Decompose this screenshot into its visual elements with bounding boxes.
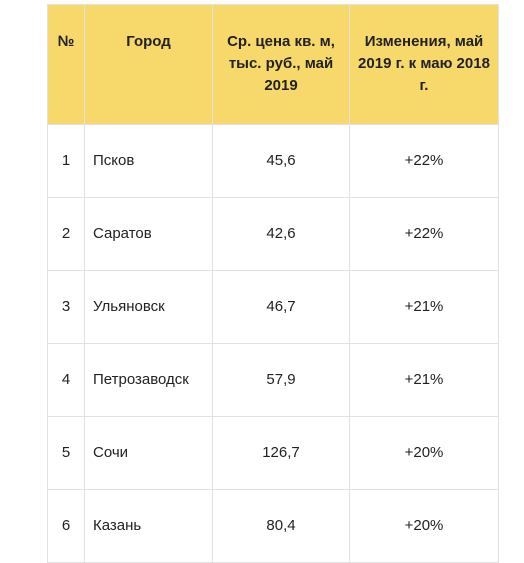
row-change: +22% [349,124,499,198]
price-table-container: № Город Ср. цена кв. м, тыс. руб., май 2… [47,4,499,563]
row-number: 2 [47,197,85,271]
table-row: 5 Сочи 126,7 +20% [47,416,499,490]
row-city: Петрозаводск [84,343,213,417]
header-price: Ср. цена кв. м, тыс. руб., май 2019 [212,4,350,125]
table-body: 1 Псков 45,6 +22% 2 Саратов 42,6 +22% 3 … [47,124,499,563]
row-city: Казань [84,489,213,563]
row-price: 126,7 [212,416,350,490]
price-table: № Город Ср. цена кв. м, тыс. руб., май 2… [47,4,499,563]
row-change: +20% [349,489,499,563]
row-number: 6 [47,489,85,563]
row-price: 80,4 [212,489,350,563]
table-row: 3 Ульяновск 46,7 +21% [47,270,499,344]
row-change: +22% [349,197,499,271]
table-header: № Город Ср. цена кв. м, тыс. руб., май 2… [47,4,499,125]
row-number: 3 [47,270,85,344]
row-price: 45,6 [212,124,350,198]
row-city: Сочи [84,416,213,490]
row-change: +20% [349,416,499,490]
header-row: № Город Ср. цена кв. м, тыс. руб., май 2… [47,4,499,125]
row-city: Псков [84,124,213,198]
row-number: 1 [47,124,85,198]
header-change: Изменения, май 2019 г. к маю 2018 г. [349,4,499,125]
row-city: Ульяновск [84,270,213,344]
header-city: Город [84,4,213,125]
row-change: +21% [349,343,499,417]
row-city: Саратов [84,197,213,271]
table-row: 6 Казань 80,4 +20% [47,489,499,563]
row-change: +21% [349,270,499,344]
header-number: № [47,4,85,125]
table-row: 4 Петрозаводск 57,9 +21% [47,343,499,417]
row-price: 42,6 [212,197,350,271]
table-row: 1 Псков 45,6 +22% [47,124,499,198]
row-price: 57,9 [212,343,350,417]
row-price: 46,7 [212,270,350,344]
row-number: 5 [47,416,85,490]
row-number: 4 [47,343,85,417]
table-row: 2 Саратов 42,6 +22% [47,197,499,271]
